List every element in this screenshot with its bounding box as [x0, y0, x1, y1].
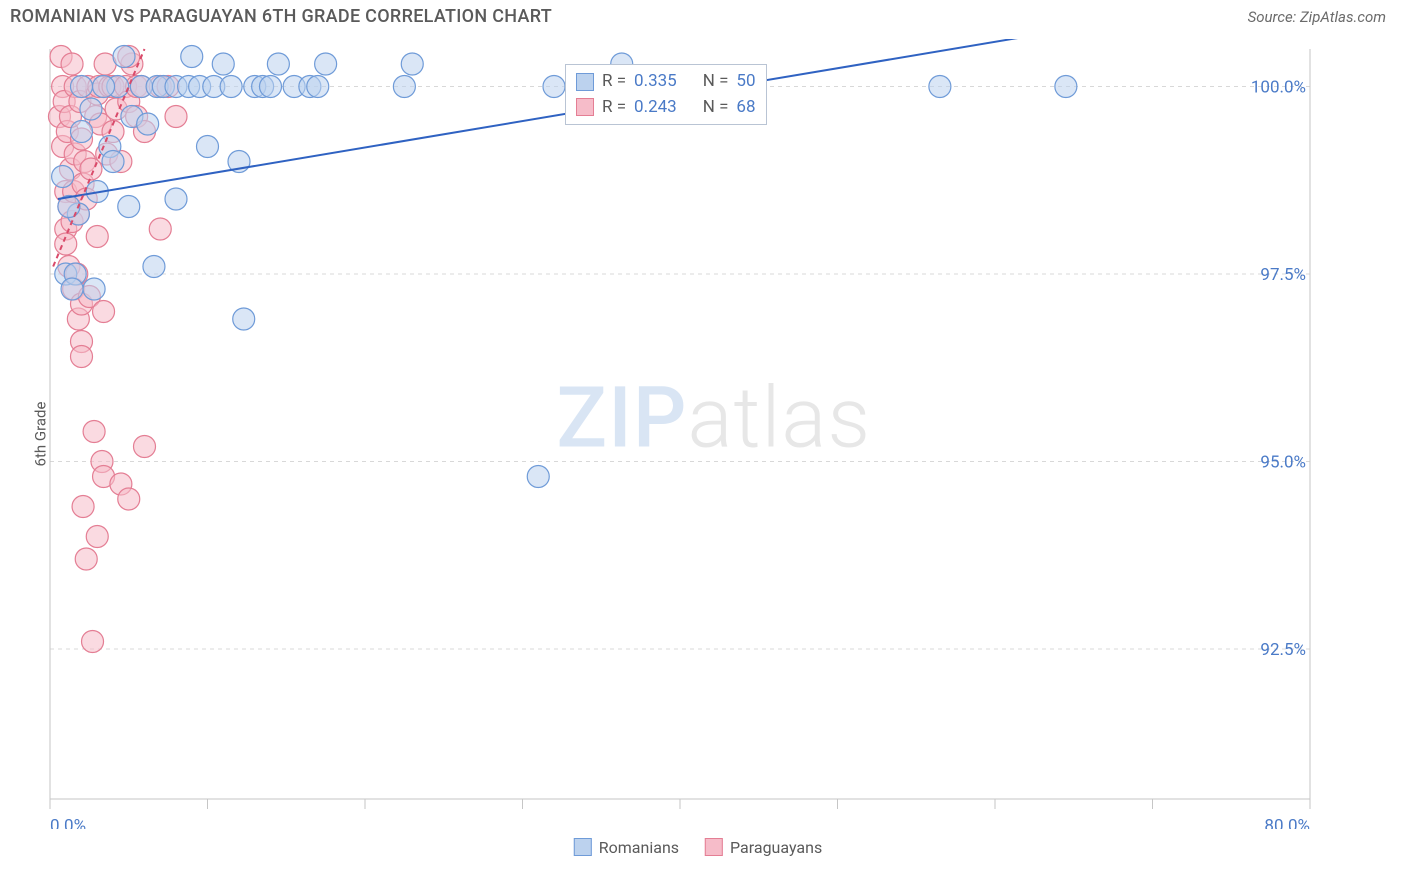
data-point	[543, 76, 565, 98]
data-point	[52, 166, 74, 188]
stat-n-label: N =	[703, 95, 729, 121]
y-tick-label: 97.5%	[1260, 265, 1306, 285]
y-axis-label: 6th Grade	[31, 402, 49, 467]
data-point	[197, 136, 219, 158]
source-prefix: Source:	[1248, 8, 1300, 26]
stat-n-value: 68	[736, 95, 755, 121]
data-point	[80, 98, 102, 120]
data-point	[83, 421, 105, 443]
data-point	[82, 631, 104, 653]
data-point	[93, 301, 115, 323]
legend-item: Romanians	[574, 838, 679, 857]
x-tick-label: 80.0%	[1264, 816, 1310, 829]
legend-swatch	[576, 98, 594, 116]
data-point	[267, 53, 289, 75]
data-point	[149, 218, 171, 240]
data-point	[315, 53, 337, 75]
data-point	[212, 53, 234, 75]
legend-label: Romanians	[599, 838, 679, 857]
legend-swatch	[574, 838, 592, 856]
data-point	[61, 53, 83, 75]
chart-header: ROMANIAN VS PARAGUAYAN 6TH GRADE CORRELA…	[0, 0, 1406, 33]
source-name: ZipAtlas.com	[1300, 8, 1386, 26]
chart-source: Source: ZipAtlas.com	[1248, 8, 1386, 26]
data-point	[72, 496, 94, 518]
data-point	[83, 278, 105, 300]
data-point	[307, 76, 329, 98]
data-point	[61, 278, 83, 300]
data-point	[102, 151, 124, 173]
legend-swatch	[705, 838, 723, 856]
data-point	[134, 436, 156, 458]
data-point	[165, 106, 187, 128]
data-point	[118, 196, 140, 218]
data-point	[220, 76, 242, 98]
data-point	[55, 233, 77, 255]
chart-wrap: 6th Grade 92.5% 95.0% 97.5% 100.0% 0.0% 80.0%…	[10, 39, 1386, 829]
legend-swatch	[576, 73, 594, 91]
stat-r-label: R =	[602, 69, 626, 95]
data-point	[527, 466, 549, 488]
scatter-chart: 92.5% 95.0% 97.5% 100.0% 0.0% 80.0%	[10, 39, 1350, 829]
stat-r-value: 0.243	[634, 95, 677, 121]
y-tick-label: 92.5%	[1260, 640, 1306, 660]
stat-n-label: N =	[703, 69, 729, 95]
data-point	[260, 76, 282, 98]
y-tick-label: 100.0%	[1251, 78, 1306, 98]
data-point	[118, 488, 140, 510]
data-point	[113, 46, 135, 68]
data-point	[75, 548, 97, 570]
x-tick-label: 0.0%	[50, 816, 86, 829]
legend-label: Paraguayans	[730, 838, 822, 857]
data-point	[181, 46, 203, 68]
data-point	[393, 76, 415, 98]
stats-row: R = 0.335 N = 50	[576, 69, 756, 95]
stat-r-label: R =	[602, 95, 626, 121]
data-point	[165, 188, 187, 210]
y-tick-label: 95.0%	[1260, 453, 1306, 473]
data-point	[1055, 76, 1077, 98]
stats-row: R = 0.243 N = 68	[576, 95, 756, 121]
data-point	[93, 76, 115, 98]
stat-r-value: 0.335	[634, 69, 677, 95]
data-point	[71, 76, 93, 98]
data-point	[137, 113, 159, 135]
data-point	[929, 76, 951, 98]
data-point	[401, 53, 423, 75]
stat-n-value: 50	[736, 69, 755, 95]
data-point	[233, 308, 255, 330]
data-point	[86, 526, 108, 548]
data-point	[86, 226, 108, 248]
data-point	[71, 121, 93, 143]
legend-item: Paraguayans	[705, 838, 822, 857]
stats-legend-box: R = 0.335 N = 50 R = 0.243 N = 68	[565, 64, 767, 125]
data-point	[143, 256, 165, 278]
bottom-legend: Romanians Paraguayans	[574, 838, 822, 857]
chart-title: ROMANIAN VS PARAGUAYAN 6TH GRADE CORRELA…	[10, 6, 552, 27]
data-point	[71, 346, 93, 368]
